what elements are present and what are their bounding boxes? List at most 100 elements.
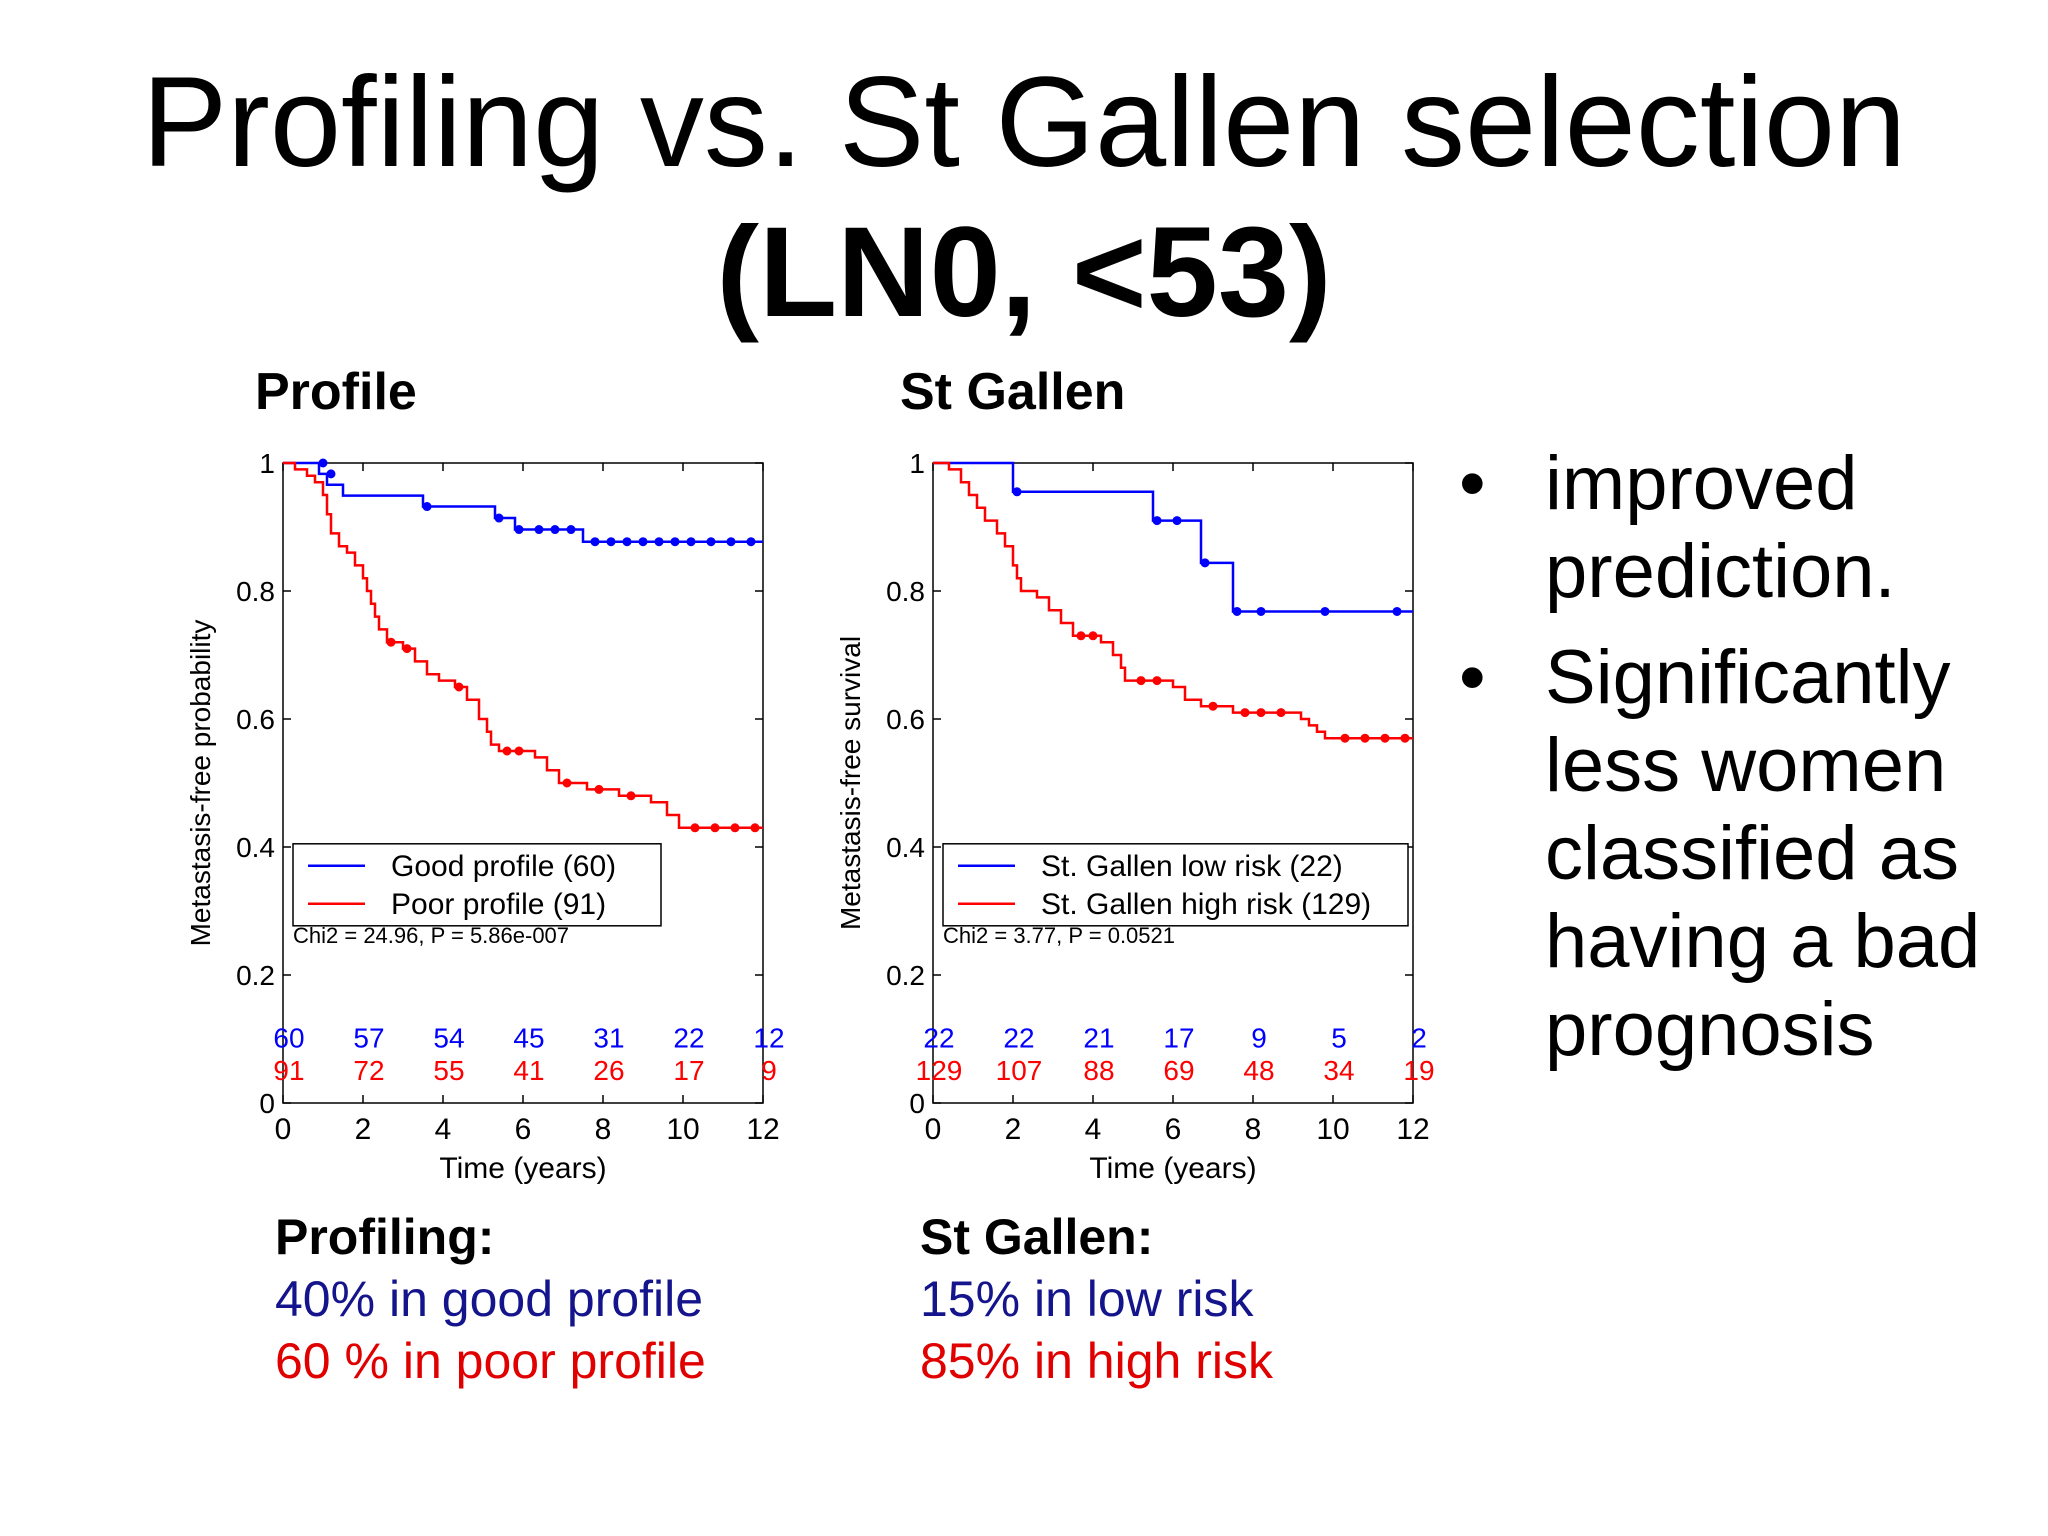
censor-mark [1012,487,1022,497]
bullet-list: • improved prediction. • Significantly les… [1455,440,2035,1092]
km-curve-poor [283,461,763,830]
y-tick-label: 0.8 [236,576,275,607]
censor-mark [638,537,648,547]
y-tick-label: 0.6 [886,704,925,735]
at-risk-count: 26 [593,1055,624,1086]
at-risk-count: 17 [673,1055,704,1086]
x-tick-label: 8 [595,1113,612,1146]
at-risk-count: 22 [923,1022,954,1053]
censor-mark [710,823,720,833]
at-risk-count: 9 [761,1055,777,1086]
at-risk-count: 72 [353,1055,384,1086]
y-axis-label: Metastasis-free probability [185,620,216,947]
at-risk-count: 88 [1083,1055,1114,1086]
y-tick-label: 0.8 [886,576,925,607]
x-tick-label: 6 [1165,1113,1182,1146]
y-tick-label: 0 [259,1088,275,1119]
x-tick-label: 4 [1085,1113,1102,1146]
censor-mark [534,525,544,535]
at-risk-count: 45 [513,1022,544,1053]
x-tick-label: 6 [515,1113,532,1146]
bullet-item: • improved prediction. [1455,440,2035,616]
censor-mark [422,502,432,512]
at-risk-count: 21 [1083,1022,1114,1053]
at-risk-count: 19 [1403,1055,1434,1086]
at-risk-count: 31 [593,1022,624,1053]
at-risk-count: 107 [996,1055,1043,1086]
bullet-item: • Significantly less women classified as … [1455,634,2035,1074]
censor-mark [502,746,512,756]
y-axis-label: Metastasis-free survival [835,636,866,930]
at-risk-count: 41 [513,1055,544,1086]
y-tick-label: 1 [259,448,275,479]
censor-mark [750,823,760,833]
at-risk-count: 57 [353,1022,384,1053]
censor-mark [706,537,716,547]
censor-mark [1392,606,1402,616]
x-axis-label: Time (years) [1089,1152,1256,1185]
y-tick-label: 0.2 [886,960,925,991]
at-risk-count: 22 [1003,1022,1034,1053]
censor-mark [1152,516,1162,526]
censor-mark [686,537,696,547]
censor-mark [1400,733,1410,743]
censor-mark [562,778,572,788]
censor-mark [402,644,412,654]
x-tick-label: 8 [1245,1113,1262,1146]
censor-mark [566,525,576,535]
censor-mark [1276,708,1286,718]
y-tick-label: 0.4 [886,832,925,863]
censor-mark [386,637,396,647]
stgallen-summary-title: St Gallen: [920,1209,1154,1265]
at-risk-count: 54 [433,1022,464,1053]
at-risk-count: 2 [1411,1022,1427,1053]
legend-entry: Good profile (60) [391,850,616,883]
at-risk-count: 22 [673,1022,704,1053]
censor-mark [1152,676,1162,686]
x-axis-label: Time (years) [439,1152,606,1185]
legend-entry: Poor profile (91) [391,888,606,921]
at-risk-count: 48 [1243,1055,1274,1086]
stgallen-chart-heading: St Gallen [900,363,1126,421]
censor-mark [494,513,504,523]
y-tick-label: 0.4 [236,832,275,863]
censor-mark [654,537,664,547]
censor-mark [1076,631,1086,641]
slide-subtitle: (LN0, <53) [716,201,1332,344]
x-tick-label: 10 [666,1113,699,1146]
censor-mark [670,537,680,547]
censor-mark [1340,733,1350,743]
censor-mark [726,537,736,547]
at-risk-count: 9 [1251,1022,1267,1053]
censor-mark [1136,676,1146,686]
y-tick-label: 0.6 [236,704,275,735]
censor-mark [1208,701,1218,711]
censor-mark [1360,733,1370,743]
profile-summary-title: Profiling: [275,1209,495,1265]
censor-mark [590,537,600,547]
profile-summary-good: 40% in good profile [275,1271,704,1327]
censor-mark [626,791,636,801]
bullet-text: Significantly less women classified as h… [1545,635,1981,1072]
censor-mark [690,823,700,833]
legend-entry: St. Gallen low risk (22) [1041,850,1343,883]
censor-mark [326,469,336,479]
stgallen-summary-poor: 85% in high risk [920,1333,1273,1389]
at-risk-count: 12 [753,1022,784,1053]
censor-mark [1240,708,1250,718]
x-tick-label: 2 [1005,1113,1022,1146]
at-risk-count: 69 [1163,1055,1194,1086]
censor-mark [514,746,524,756]
y-tick-label: 0 [909,1088,925,1119]
censor-mark [606,537,616,547]
censor-mark [1256,708,1266,718]
x-tick-label: 0 [925,1113,942,1146]
censor-mark [1088,631,1098,641]
censor-mark [1200,558,1210,568]
slide-title: Profiling vs. St Gallen selection [141,51,1907,194]
stgallen-summary-good: 15% in low risk [920,1271,1254,1327]
at-risk-count: 91 [273,1055,304,1086]
censor-mark [514,525,524,535]
legend-entry: St. Gallen high risk (129) [1041,888,1371,921]
